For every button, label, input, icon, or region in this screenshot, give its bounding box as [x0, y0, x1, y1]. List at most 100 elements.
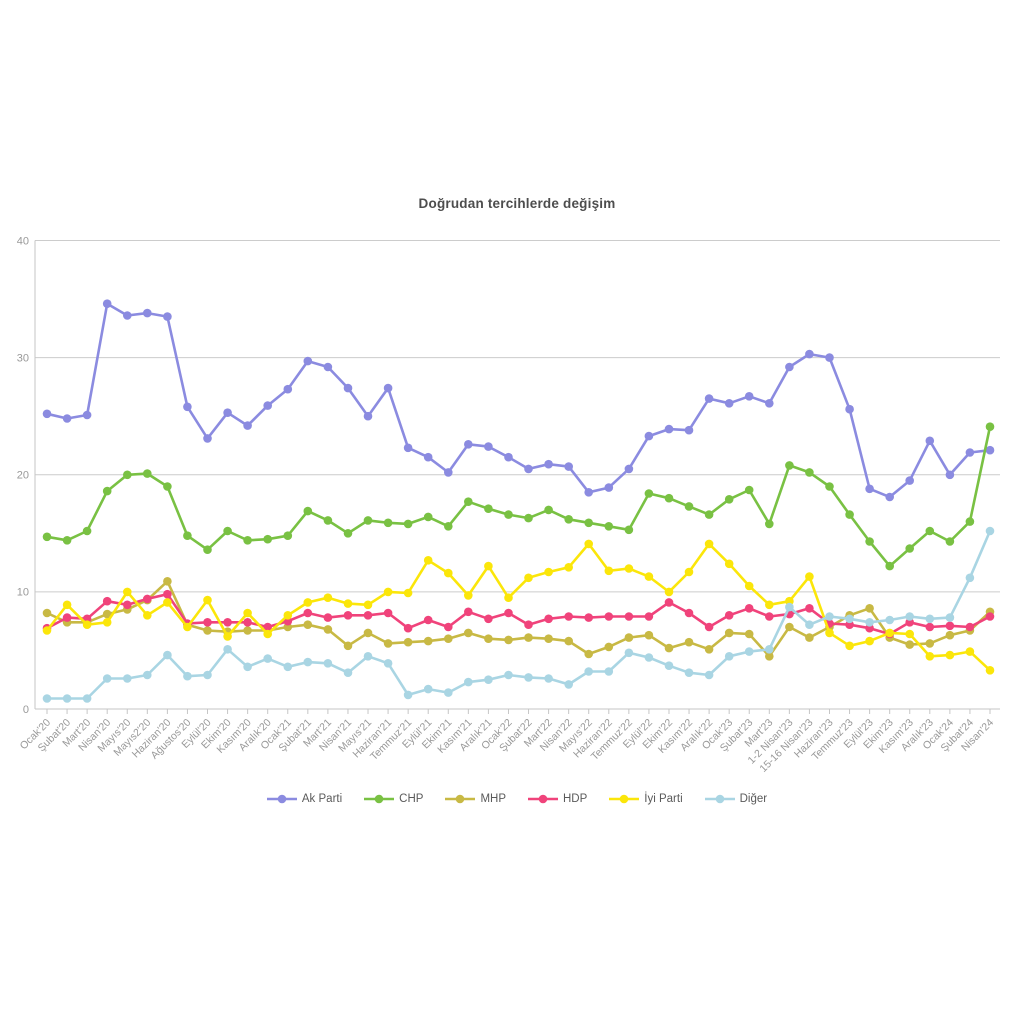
data-point: [343, 529, 353, 538]
data-point: [323, 613, 333, 622]
y-axis-label: 20: [17, 470, 29, 482]
data-point: [624, 464, 634, 474]
series-line-chp: [45, 425, 992, 568]
data-point: [644, 630, 654, 640]
data-point: [343, 611, 353, 620]
data-point: [985, 422, 995, 432]
data-point: [323, 625, 333, 634]
data-point: [845, 641, 854, 651]
data-point: [905, 476, 914, 485]
data-point: [865, 623, 874, 633]
legend-item-ak-parti: Ak Parti: [266, 793, 342, 805]
data-point: [203, 545, 212, 554]
data-point: [865, 618, 874, 627]
data-point: [805, 349, 814, 359]
data-point: [905, 629, 914, 639]
data-point: [143, 469, 152, 478]
data-point: [664, 587, 674, 597]
data-point: [223, 408, 232, 418]
data-point: [383, 639, 393, 648]
data-point: [283, 531, 293, 540]
data-point: [905, 544, 914, 553]
data-point: [604, 667, 614, 676]
data-point: [464, 628, 473, 638]
data-point: [484, 504, 493, 513]
data-point: [263, 534, 273, 544]
data-point: [423, 684, 433, 694]
data-point: [624, 525, 634, 535]
data-point: [644, 653, 654, 662]
data-point: [664, 661, 674, 670]
data-point: [263, 629, 273, 639]
data-point: [123, 311, 132, 320]
data-point: [62, 414, 72, 423]
data-point: [724, 495, 734, 504]
data-point: [604, 612, 614, 621]
series-hdp: [42, 589, 995, 639]
legend-marker-hdp: [528, 794, 558, 804]
data-point: [183, 531, 192, 540]
data-point: [965, 622, 975, 632]
data-point: [684, 608, 694, 618]
data-point: [403, 588, 413, 598]
data-point: [945, 621, 955, 631]
data-point: [163, 650, 172, 660]
data-point: [183, 622, 192, 632]
data-point: [263, 401, 273, 410]
data-point: [403, 519, 413, 529]
data-point: [744, 392, 754, 401]
data-point: [644, 489, 654, 498]
data-point: [945, 630, 955, 640]
data-point: [865, 604, 874, 613]
data-point: [403, 443, 413, 453]
data-point: [243, 608, 252, 618]
data-point: [143, 611, 152, 620]
data-point: [825, 628, 834, 638]
data-point: [464, 591, 473, 600]
data-point: [684, 668, 694, 677]
data-point: [684, 425, 694, 435]
data-point: [584, 518, 593, 528]
data-point: [564, 636, 573, 646]
data-point: [945, 537, 955, 546]
data-point: [363, 611, 373, 620]
data-point: [504, 510, 513, 519]
data-point: [363, 628, 373, 638]
data-point: [163, 598, 172, 607]
data-point: [283, 611, 293, 620]
data-point: [484, 442, 493, 451]
y-axis-label: 30: [17, 352, 29, 364]
data-point: [544, 614, 553, 624]
data-point: [704, 539, 714, 549]
data-point: [123, 674, 132, 683]
data-point: [444, 522, 453, 531]
data-point: [785, 602, 794, 612]
data-point: [62, 600, 72, 610]
data-point: [303, 608, 313, 618]
data-point: [744, 647, 754, 656]
legend-label: Diğer: [739, 793, 768, 805]
data-point: [845, 620, 854, 629]
legend-marker-iyi-parti: [609, 794, 640, 804]
data-point: [524, 633, 533, 642]
data-point: [885, 628, 894, 638]
data-point: [744, 604, 754, 613]
data-point: [464, 677, 473, 687]
data-point: [704, 645, 714, 654]
data-point: [765, 645, 774, 654]
data-point: [464, 440, 473, 449]
data-point: [885, 492, 894, 502]
data-point: [785, 461, 794, 470]
y-axis-labels: 0 10 20 30 40: [17, 235, 29, 715]
legend-item-mhp: MHP: [445, 793, 506, 805]
data-point: [504, 608, 513, 618]
data-point: [223, 526, 232, 536]
data-point: [223, 618, 232, 627]
data-point: [343, 599, 353, 608]
data-point: [584, 649, 593, 659]
data-point: [604, 566, 614, 576]
data-point: [965, 448, 975, 457]
data-point: [464, 607, 473, 617]
data-point: [604, 642, 614, 652]
